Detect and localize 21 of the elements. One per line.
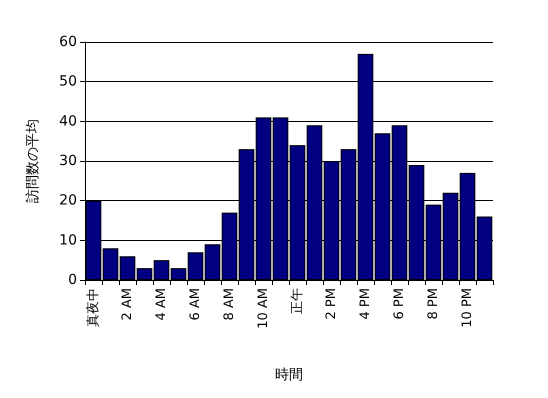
x-tick-label: 正午 (290, 288, 305, 314)
x-tick-label: 2 PM (324, 288, 339, 320)
y-tick-label: 30 (59, 153, 77, 169)
y-axis-title: 訪問数の平均 (25, 119, 41, 203)
y-tick-label: 40 (59, 113, 77, 130)
y-tick-label: 50 (59, 74, 77, 90)
x-tick-label: 4 PM (358, 288, 373, 320)
x-tick-label: 4 AM (154, 288, 169, 321)
x-axis-title: 時間 (275, 367, 303, 383)
x-tick-label: 6 AM (188, 288, 203, 321)
y-tick-label: 60 (59, 34, 77, 50)
x-tick-label: 10 AM (256, 288, 271, 329)
y-tick-label: 20 (59, 192, 77, 209)
y-tick-label: 10 (59, 232, 77, 248)
y-tick-label: 0 (68, 272, 77, 288)
x-tick-label: 8 AM (222, 288, 237, 321)
x-tick-label: 真夜中 (85, 288, 101, 327)
x-tick-label: 10 PM (460, 288, 475, 328)
x-tick-label: 2 AM (120, 288, 135, 321)
x-tick-label: 6 PM (392, 288, 407, 320)
x-tick-label: 8 PM (426, 288, 441, 320)
